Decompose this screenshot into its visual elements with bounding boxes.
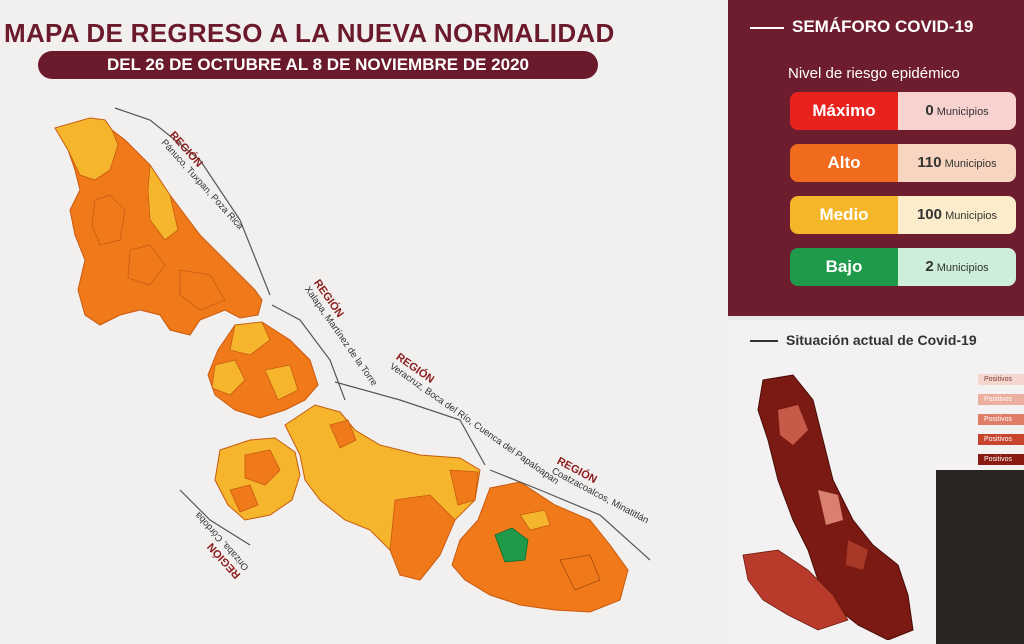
legend-item: Positivos bbox=[978, 394, 1024, 405]
legend-item: Positivos bbox=[978, 434, 1024, 445]
legend-item: Positivos bbox=[978, 374, 1024, 385]
risk-level-name: Máximo bbox=[790, 92, 898, 130]
risk-level-name: Medio bbox=[790, 196, 898, 234]
legend-item: Positivos bbox=[978, 454, 1024, 465]
main-map-area: MAPA DE REGRESO A LA NUEVA NORMALIDAD DE… bbox=[4, 18, 651, 613]
page-title: MAPA DE REGRESO A LA NUEVA NORMALIDAD bbox=[4, 18, 615, 48]
risk-row-bajo: Bajo 2 Municipios bbox=[790, 248, 1016, 286]
region-veracruz-shape bbox=[284, 404, 481, 581]
risk-row-alto: Alto 110 Municipios bbox=[790, 144, 1016, 182]
risk-level-count: 2 Municipios bbox=[898, 248, 1016, 286]
mexico-map bbox=[742, 374, 914, 640]
semaforo-title: SEMÁFORO COVID-19 bbox=[750, 17, 973, 37]
presenter-video bbox=[936, 470, 1024, 644]
risk-row-maximo: Máximo 0 Municipios bbox=[790, 92, 1016, 130]
situacion-title: Situación actual de Covid-19 bbox=[750, 332, 977, 348]
risk-level-count: 110 Municipios bbox=[898, 144, 1016, 182]
risk-row-medio: Medio 100 Municipios bbox=[790, 196, 1016, 234]
semaforo-panel: SEMÁFORO COVID-19 Nivel de riesgo epidém… bbox=[728, 0, 1024, 316]
risk-level-name: Alto bbox=[790, 144, 898, 182]
date-range-banner: DEL 26 DE OCTUBRE AL 8 DE NOVIEMBRE DE 2… bbox=[38, 51, 598, 79]
risk-level-count: 0 Municipios bbox=[898, 92, 1016, 130]
region-north-medio bbox=[54, 117, 119, 181]
veracruz-map bbox=[54, 107, 651, 613]
risk-level-name: Bajo bbox=[790, 248, 898, 286]
risk-level-label: Nivel de riesgo epidémico bbox=[788, 65, 960, 82]
risk-level-count: 100 Municipios bbox=[898, 196, 1016, 234]
legend-item: Positivos bbox=[978, 414, 1024, 425]
